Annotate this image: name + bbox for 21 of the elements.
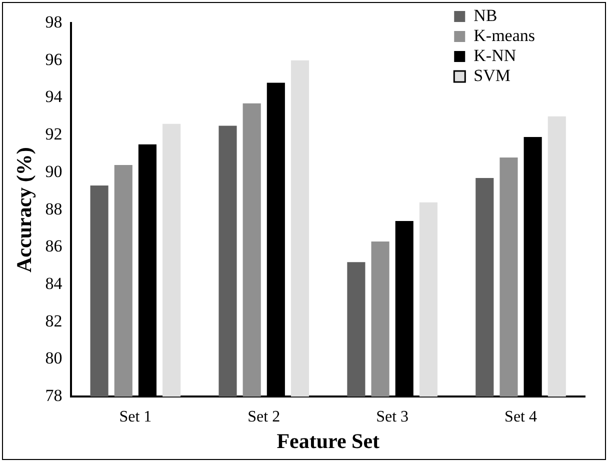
x-tick-label: Set 3 [376,408,409,426]
legend-label: SVM [474,66,510,85]
legend-label: K-means [474,26,536,45]
y-tick-label: 84 [45,274,63,293]
y-tick-label: 96 [45,50,62,69]
y-tick-label: 82 [45,311,62,330]
y-tick-label: 78 [45,386,62,406]
y-tick-label: 92 [45,124,62,144]
y-axis-title: Accuracy (%) [12,147,36,272]
y-tick-label: 86 [45,236,62,256]
y-tick-label: 90 [45,162,62,181]
y-tick-label: 88 [45,199,62,218]
y-tick-label: 98 [45,12,62,32]
y-tick-label: 94 [45,87,63,106]
legend-label: K-NN [474,46,516,65]
y-tick-label: 80 [45,348,62,368]
x-tick-label: Set 1 [119,408,152,426]
x-tick-label: Set 4 [504,408,537,426]
x-tick-label: Set 2 [248,408,280,426]
legend-label: NB [474,6,498,25]
x-axis-title: Feature Set [276,428,380,453]
